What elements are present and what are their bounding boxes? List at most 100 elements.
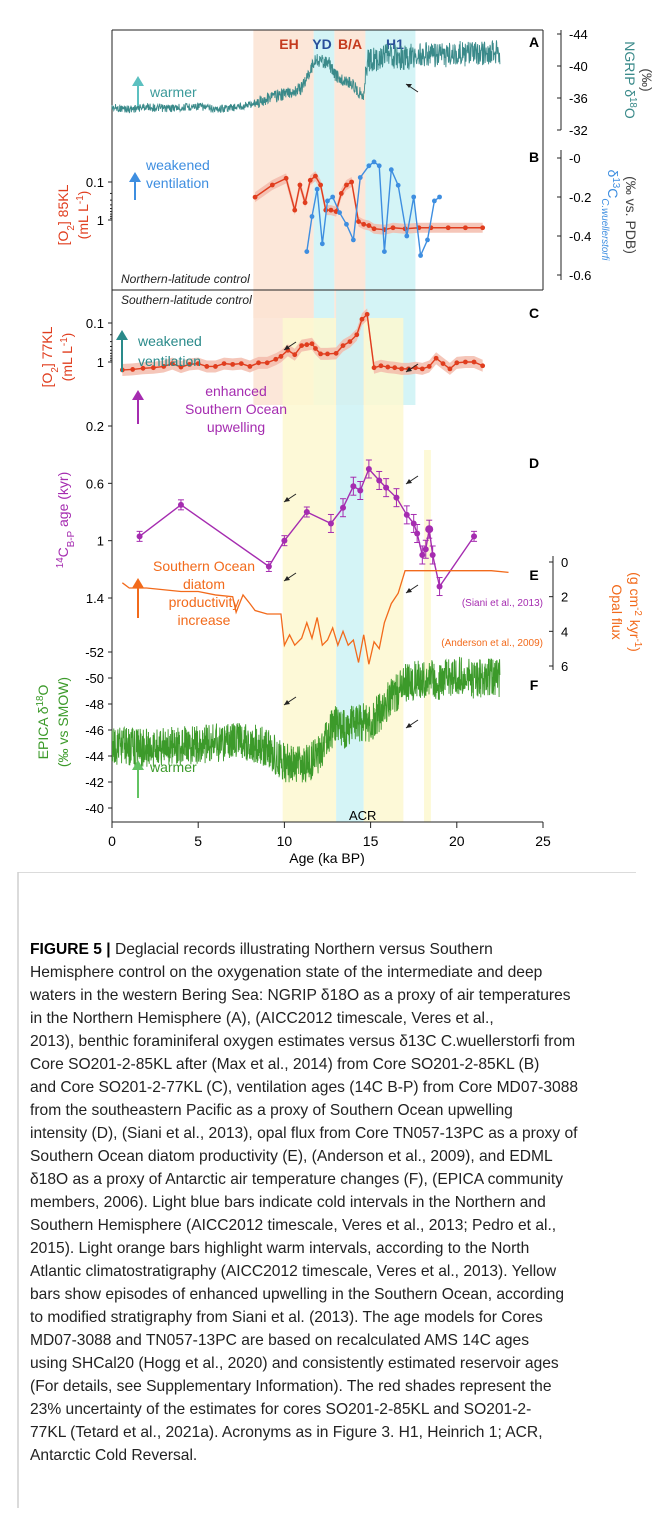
axis-f-unit: (‰ vs SMOW): [55, 677, 71, 767]
o2-77kl-point: [325, 351, 330, 357]
caption-line: members, 2006). Light blue bars indicate…: [30, 1194, 546, 1211]
d13c-point: [431, 198, 437, 204]
panel-a-pointer-head: [406, 84, 412, 88]
o2-85kl-point: [356, 219, 361, 224]
panel-letter-d: D: [529, 455, 539, 471]
panel-f-warmer-label: warmer: [149, 759, 197, 775]
o2-85kl-point: [344, 182, 349, 188]
axis-b-tick-label: 0.1: [86, 175, 104, 190]
d13c-point: [371, 159, 377, 165]
axis-d-title: 14CB-P age (kyr): [55, 472, 77, 569]
c14-point: [303, 509, 310, 515]
caption-line: Southern Hemisphere (AICC2012 timescale,…: [30, 1217, 557, 1234]
c14-point: [403, 511, 410, 518]
panel-e-label-line3: productivity: [169, 594, 240, 610]
d13c-point: [330, 194, 336, 200]
axis-e-tick-label: 2: [561, 590, 568, 605]
axis-a-title: NGRIP δ18O: [622, 41, 639, 119]
d13c-point: [376, 163, 382, 169]
o2-77kl-point: [333, 350, 339, 356]
figure-caption: FIGURE 5 | Deglacial records illustratin…: [30, 938, 630, 1467]
d13c-point: [314, 186, 320, 192]
o2-77kl-point: [454, 360, 460, 366]
caption-line: intensity (D), (Siani et al., 2013), opa…: [30, 1125, 578, 1142]
axis-f-tick-label: -52: [85, 645, 104, 660]
panel-b-label-line1: weakened: [145, 157, 210, 173]
x-axis-tick-label: 5: [194, 833, 202, 849]
panel-c-label-line1: weakened: [137, 333, 202, 349]
caption-frame: [17, 872, 636, 1508]
panel-letter-c: C: [529, 305, 539, 321]
panel-f-arrow-head: [132, 760, 144, 770]
o2-77kl-point: [399, 366, 405, 372]
section-label-north: Northern-latitude control: [121, 272, 250, 286]
section-label-south: Southern-latitude control: [121, 293, 252, 307]
d13c-point: [366, 163, 372, 169]
period-bar-eh-extension: [253, 290, 314, 318]
axis-b-right-tick-label: -0.4: [569, 229, 591, 244]
c14-point: [376, 477, 383, 484]
panel-c-pointer-head: [406, 367, 412, 372]
panel-letter-b: B: [529, 149, 539, 165]
panel-d-pointer-head: [406, 479, 412, 484]
panel-b-label-line2: ventilation: [146, 175, 209, 191]
axis-d-tick-label: 0.2: [86, 419, 104, 434]
axis-f-tick-label: -40: [85, 801, 104, 816]
d13c-point: [337, 210, 342, 216]
caption-line: 2015). Light orange bars highlight warm …: [30, 1240, 530, 1257]
d13c-point: [325, 198, 330, 204]
panel-letter-f: F: [530, 677, 539, 693]
panel-c-pointer-head: [284, 345, 290, 350]
panel-e-label-line1: Southern Ocean: [153, 558, 255, 574]
o2-77kl-point: [238, 361, 244, 367]
o2-85kl-point: [338, 191, 344, 196]
caption-line: bars show episodes of enhanced upwelling…: [30, 1286, 565, 1303]
caption-line: from the southeastern Pacific as a proxy…: [30, 1102, 513, 1119]
o2-77kl-point: [187, 361, 192, 367]
panel-e-pointer-head: [406, 588, 412, 593]
d13c-point: [425, 237, 430, 243]
o2-85kl-point: [366, 223, 372, 228]
o2-77kl-point: [169, 361, 175, 367]
c14-point: [281, 537, 288, 544]
panel-letter-a: A: [529, 34, 539, 50]
caption-line: δ18O as a proxy of Antarctic air tempera…: [30, 1171, 564, 1188]
axis-f-tick-label: -48: [85, 697, 104, 712]
axis-d-tick-label: 1: [97, 534, 104, 549]
o2-77kl-point: [340, 343, 346, 349]
axis-c-tick-label: 1: [97, 355, 104, 370]
o2-77kl-point: [426, 364, 432, 369]
caption-line: (For details, see Supplementary Informat…: [30, 1378, 552, 1395]
axis-e-tick-label: 4: [561, 624, 568, 639]
o2-77kl-point: [256, 360, 261, 366]
o2-85kl-point: [390, 225, 396, 231]
o2-77kl-point: [392, 365, 398, 371]
caption-line: Antarctic Cold Reversal.: [30, 1447, 198, 1464]
x-axis-title: Age (ka BP): [289, 850, 364, 866]
period-bar-upwelling-2: [363, 318, 404, 822]
panel-e-pointer-head: [284, 576, 290, 581]
period-bar-yd: [313, 30, 335, 405]
o2-77kl-point: [354, 332, 360, 338]
axis-b-right-unit: (‰ vs. PDB): [623, 176, 639, 254]
d13c-point: [437, 194, 442, 200]
axis-e-tick-label: 0: [561, 555, 568, 570]
c14-point: [393, 494, 400, 501]
o2-77kl-point: [230, 361, 236, 367]
panel-d-citation: (Siani et al., 2013): [462, 598, 543, 609]
o2-77kl-point: [140, 365, 146, 371]
c14-series-line: [139, 467, 475, 589]
caption-line: to modified stratigraphy from Siani et a…: [30, 1309, 543, 1326]
o2-77kl-point: [150, 365, 156, 371]
c14-point: [425, 525, 434, 534]
caption-line: in the Northern Hemisphere (A), (AICC201…: [30, 1010, 494, 1027]
o2-77kl-point: [213, 364, 218, 369]
o2-77kl-point: [359, 316, 365, 322]
o2-85kl-point: [361, 221, 367, 227]
panel-b-arrow-head: [129, 172, 141, 182]
panel-d-pointer-head: [284, 497, 290, 502]
o2-85kl-point: [328, 207, 334, 213]
caption-line: 77KL (Tetard et al., 2021a). Acronyms as…: [30, 1424, 543, 1441]
c14-point: [350, 483, 357, 490]
acr-label: ACR: [349, 808, 376, 823]
